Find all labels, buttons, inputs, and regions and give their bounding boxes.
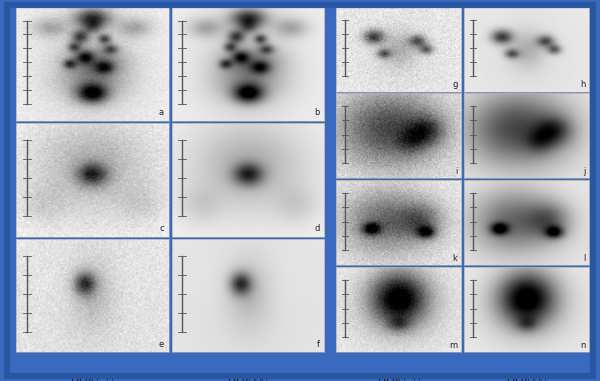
Text: c: c <box>160 224 164 233</box>
Text: DLR（＋）: DLR（＋） <box>228 376 268 381</box>
Text: n: n <box>580 341 586 350</box>
Text: i: i <box>455 167 457 176</box>
Text: f: f <box>317 340 320 349</box>
Text: m: m <box>449 341 457 350</box>
Text: k: k <box>452 254 457 263</box>
Text: h: h <box>580 80 586 89</box>
Text: a: a <box>159 108 164 117</box>
Text: DLR（−）: DLR（−） <box>377 376 420 381</box>
Text: DLR（−）: DLR（−） <box>71 376 113 381</box>
Text: e: e <box>159 340 164 349</box>
Text: DLR（＋）: DLR（＋） <box>507 376 547 381</box>
Text: d: d <box>314 224 320 233</box>
Text: g: g <box>452 80 457 89</box>
Text: j: j <box>583 167 586 176</box>
Text: b: b <box>314 108 320 117</box>
Text: l: l <box>583 254 586 263</box>
